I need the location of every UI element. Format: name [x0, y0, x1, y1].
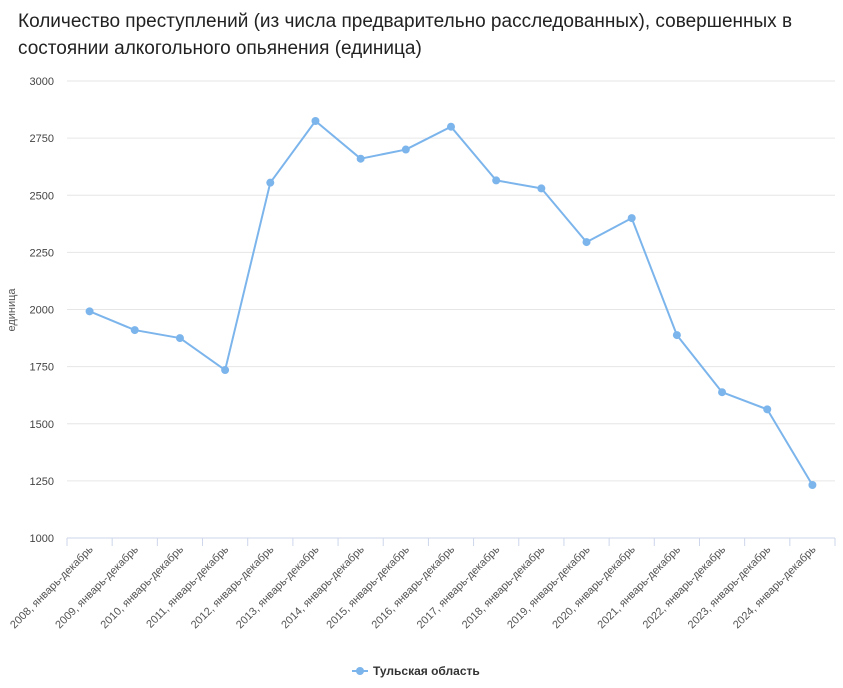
legend[interactable]: Тульская область	[352, 664, 480, 678]
data-point[interactable]	[808, 480, 817, 489]
x-tick-label: 2011, январь-декабрь	[144, 543, 231, 630]
data-point[interactable]	[492, 176, 501, 185]
x-tick-label: 2022, январь-декабрь	[641, 543, 729, 631]
y-tick-label: 1500	[30, 419, 54, 431]
chart-title: Количество преступлений (из числа предва…	[18, 11, 793, 59]
legend-marker-icon	[356, 667, 364, 675]
x-tick-label: 2008, январь-декабрь	[8, 543, 96, 631]
x-tick-label: 2019, январь-декабрь	[505, 543, 593, 631]
x-tick-label: 2017, январь-декабрь	[415, 543, 503, 631]
y-tick-label: 1750	[30, 362, 54, 374]
y-axis-ticks: 1000 1250 1500 1750 2000 2250 2500 2750 3000	[30, 76, 54, 545]
data-point[interactable]	[447, 122, 455, 131]
y-tick-label: 2750	[30, 133, 54, 145]
x-tick-label: 2024, январь-декабрь	[731, 543, 819, 631]
data-point[interactable]	[582, 238, 591, 247]
series-line	[89, 119, 814, 486]
x-tick-label: 2020, январь-декабрь	[550, 543, 638, 631]
y-axis-label: единица	[6, 288, 18, 332]
x-tick-label: 2013, январь-декабрь	[234, 543, 322, 631]
x-axis	[66, 537, 836, 546]
legend-item-label[interactable]: Тульская область	[373, 664, 480, 678]
data-point[interactable]	[763, 405, 772, 414]
data-point[interactable]	[672, 331, 681, 340]
x-tick-label: 2012, январь-декабрь	[189, 543, 277, 631]
data-point[interactable]	[718, 388, 727, 397]
x-tick-label: 2015, январь-декабрь	[324, 543, 412, 631]
x-tick-label: 2023, январь-декабрь	[686, 543, 774, 631]
x-tick-label: 2010, январь-декабрь	[99, 543, 187, 631]
series-layer	[85, 116, 817, 489]
x-tick-label: 2021, январь-декабрь	[595, 543, 683, 631]
data-point[interactable]	[356, 154, 365, 163]
data-point[interactable]	[627, 214, 636, 223]
x-tick-label: 2014, январь-декабрь	[279, 543, 367, 631]
y-tick-label: 2500	[30, 190, 54, 202]
x-tick-label: 2018, январь-декабрь	[460, 543, 548, 631]
data-point[interactable]	[537, 184, 546, 193]
data-point[interactable]	[175, 334, 184, 343]
x-tick-label: 2016, январь-декабрь	[370, 543, 458, 631]
y-tick-label: 3000	[30, 76, 54, 88]
y-tick-label: 2250	[30, 247, 54, 259]
data-point[interactable]	[401, 145, 410, 154]
y-tick-label: 2000	[30, 305, 54, 317]
data-point[interactable]	[130, 326, 139, 335]
data-point[interactable]	[311, 116, 320, 125]
data-point[interactable]	[221, 366, 230, 375]
x-tick-label: 2009, январь-декабрь	[53, 543, 141, 631]
grid-lines	[67, 80, 835, 539]
data-point[interactable]	[85, 307, 94, 316]
y-tick-label: 1000	[30, 533, 54, 545]
y-tick-label: 1250	[30, 476, 54, 488]
data-point[interactable]	[266, 178, 275, 187]
